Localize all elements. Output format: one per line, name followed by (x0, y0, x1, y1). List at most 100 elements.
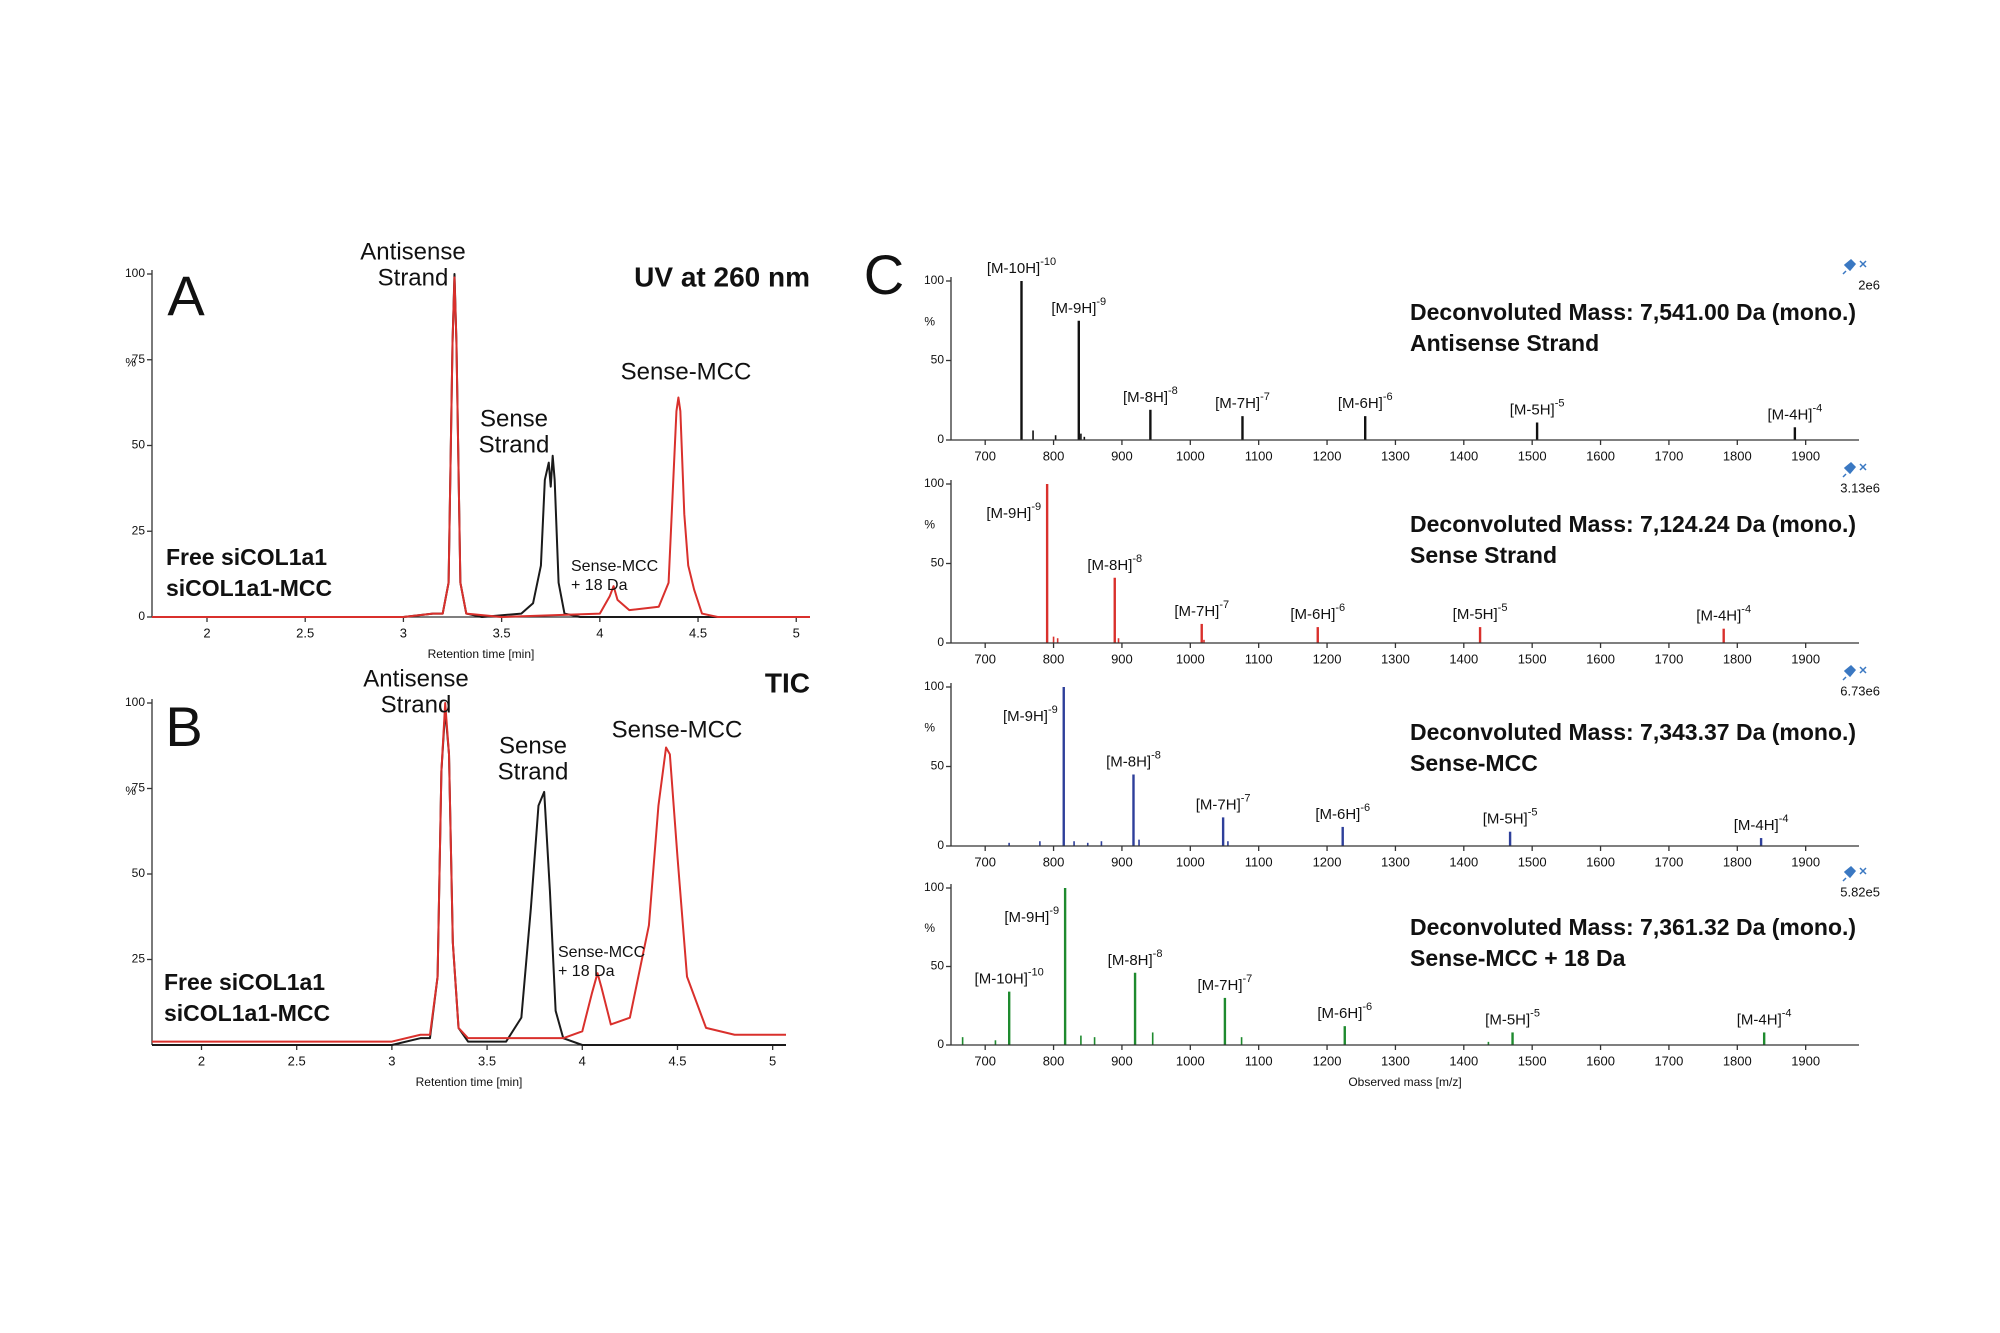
charge-label: -5 (1530, 1007, 1540, 1019)
y-tick-label: 75 (132, 352, 146, 366)
x-tick-label: 3.5 (493, 625, 511, 640)
peak-annotation: Strand (479, 431, 550, 458)
x-tick-label: 1300 (1381, 651, 1410, 666)
peak-label: [M-6H]-6 (1290, 602, 1345, 623)
peak-label: [M-5H]-5 (1453, 602, 1508, 623)
x-tick-label: 1300 (1381, 854, 1410, 869)
x-tick-label: 1800 (1723, 1053, 1752, 1068)
x-tick-label: 900 (1111, 1053, 1133, 1068)
charge-label: -7 (1241, 792, 1251, 804)
y-axis-label: % (125, 784, 136, 798)
x-tick-label: 4 (596, 625, 603, 640)
x-tick-label: 4.5 (668, 1053, 686, 1068)
peak-label: [M-4H]-4 (1734, 813, 1789, 834)
x-tick-label: 1300 (1381, 448, 1410, 463)
intensity-scale: 5.82e5 (1840, 884, 1880, 899)
ion-label: [M-6H] (1315, 806, 1360, 823)
peak-annotation: Sense-MCC (621, 358, 752, 385)
x-tick-label: 1100 (1245, 1053, 1273, 1068)
charge-label: -4 (1812, 402, 1822, 414)
ion-label: [M-7H] (1196, 796, 1241, 813)
ion-label: [M-9H] (1051, 300, 1096, 317)
x-tick-label: 1000 (1176, 448, 1205, 463)
compound-label: Sense Strand (1410, 542, 1557, 568)
ion-label: [M-6H] (1290, 606, 1335, 623)
ion-label: [M-4H] (1767, 406, 1812, 423)
x-axis-label: Retention time [min] (428, 647, 535, 661)
x-axis-label: Retention time [min] (416, 1075, 523, 1089)
ion-label: [M-10H] (987, 260, 1040, 277)
x-tick-label: 1000 (1176, 1053, 1205, 1068)
charge-label: -10 (1040, 256, 1056, 268)
x-tick-label: 800 (1043, 854, 1065, 869)
ion-label: [M-8H] (1108, 952, 1153, 969)
peak-label: [M-9H]-9 (986, 501, 1041, 522)
peak-label: [M-7H]-7 (1196, 792, 1251, 813)
intensity-scale: 6.73e6 (1840, 683, 1880, 698)
x-tick-label: 1300 (1381, 1053, 1410, 1068)
ion-label: [M-7H] (1198, 977, 1243, 994)
x-tick-label: 1200 (1313, 651, 1342, 666)
ion-label: [M-5H] (1510, 401, 1555, 418)
peak-label: [M-5H]-5 (1510, 397, 1565, 418)
chart-title: TIC (765, 667, 810, 698)
x-tick-label: 1700 (1654, 448, 1683, 463)
x-tick-label: 1500 (1518, 448, 1547, 463)
peak-annotation: Sense (480, 405, 548, 432)
x-tick-label: 700 (974, 1053, 996, 1068)
charge-label: -6 (1360, 802, 1370, 814)
x-tick-label: 900 (1111, 651, 1133, 666)
x-tick-label: 900 (1111, 448, 1133, 463)
x-tick-label: 700 (974, 651, 996, 666)
x-tick-label: 1100 (1245, 651, 1273, 666)
peak-annotation: Antisense (363, 665, 468, 692)
ion-label: [M-6H] (1338, 395, 1383, 412)
charge-label: -4 (1782, 1007, 1792, 1019)
y-axis-label: % (924, 518, 935, 532)
x-tick-label: 1800 (1723, 448, 1752, 463)
peak-label: [M-9H]-9 (1004, 905, 1059, 926)
x-tick-label: 3 (388, 1053, 395, 1068)
x-tick-label: 1200 (1313, 448, 1342, 463)
peak-annotation: Sense-MCC (612, 716, 743, 743)
x-tick-label: 1400 (1449, 854, 1478, 869)
x-tick-label: 1500 (1518, 854, 1547, 869)
x-tick-label: 5 (769, 1053, 776, 1068)
panel-letter: C (864, 243, 904, 306)
peak-label: [M-5H]-5 (1485, 1007, 1540, 1028)
x-tick-label: 800 (1043, 651, 1065, 666)
peak-label: [M-8H]-8 (1123, 385, 1178, 406)
charge-label: -4 (1741, 604, 1751, 616)
pin-icon (1842, 461, 1857, 478)
x-tick-label: 700 (974, 448, 996, 463)
y-tick-label: 0 (937, 838, 944, 852)
charge-label: -7 (1219, 599, 1229, 611)
x-tick-label: 4.5 (689, 625, 707, 640)
charge-label: -8 (1168, 385, 1178, 397)
x-tick-label: 1700 (1654, 854, 1683, 869)
legend-label: siCOL1a1-MCC (166, 575, 332, 601)
peak-label: [M-8H]-8 (1108, 948, 1163, 969)
ion-label: [M-9H] (1004, 909, 1049, 926)
charge-label: -5 (1528, 807, 1538, 819)
legend-label: Free siCOL1a1 (166, 544, 327, 570)
peak-label: [M-7H]-7 (1215, 391, 1270, 412)
ion-label: [M-9H] (1003, 708, 1048, 725)
y-tick-label: 0 (138, 609, 145, 623)
ion-label: [M-4H] (1737, 1011, 1782, 1028)
mass-label: Deconvoluted Mass: 7,541.00 Da (mono.) (1410, 299, 1856, 325)
ion-label: [M-8H] (1106, 753, 1151, 770)
peak-label: [M-6H]-6 (1338, 391, 1393, 412)
close-icon (1859, 260, 1867, 268)
y-tick-label: 75 (132, 781, 146, 795)
charge-label: -8 (1132, 553, 1142, 565)
y-tick-label: 100 (125, 695, 145, 709)
ion-label: [M-7H] (1215, 395, 1260, 412)
peak-annotation: Strand (378, 264, 449, 291)
charge-label: -9 (1049, 905, 1059, 917)
ion-label: [M-5H] (1453, 606, 1498, 623)
y-tick-label: 100 (125, 266, 145, 280)
ion-label: [M-5H] (1483, 811, 1528, 828)
peak-annotation: Strand (498, 758, 569, 785)
x-tick-label: 5 (793, 625, 800, 640)
